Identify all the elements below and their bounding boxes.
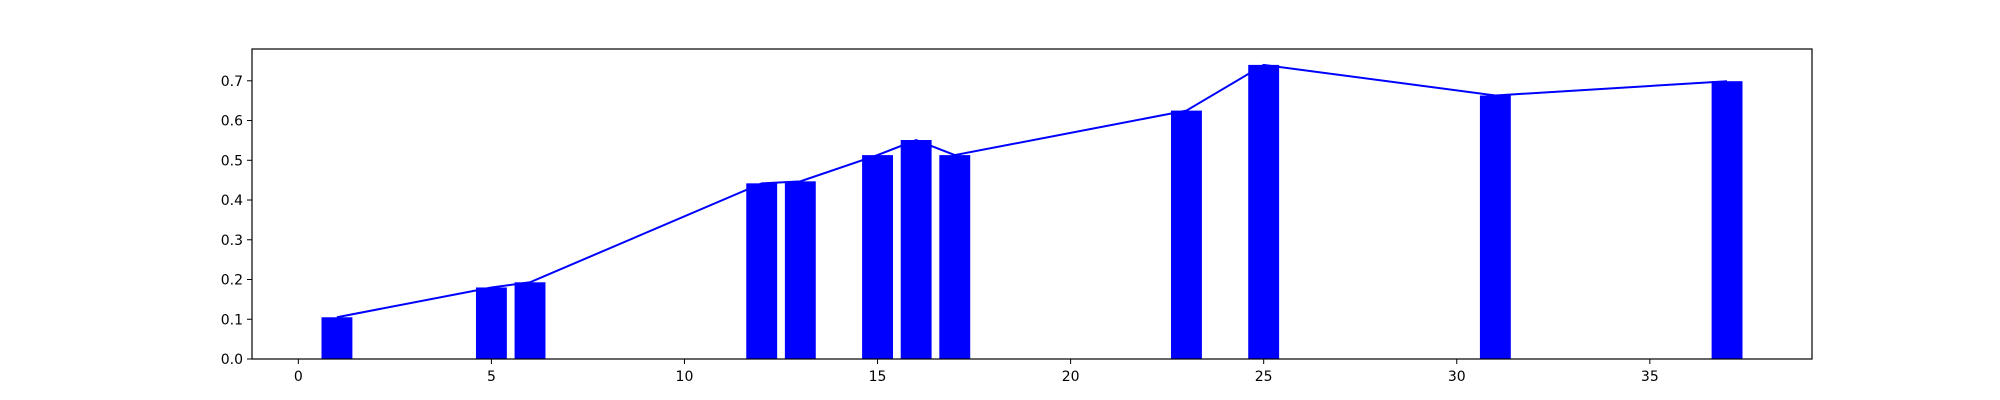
y-tick-label: 0.3: [221, 233, 243, 249]
bar: [862, 155, 893, 359]
y-tick-label: 0.7: [221, 74, 243, 90]
x-tick-label: 25: [1255, 369, 1273, 385]
bar: [939, 155, 971, 359]
bar: [1248, 64, 1280, 360]
y-tick-label: 0.2: [221, 273, 243, 289]
y-tick-label: 0.4: [221, 193, 243, 209]
x-tick-label: 15: [869, 369, 887, 385]
axes-layer: [251, 48, 1813, 360]
bar: [1479, 95, 1511, 359]
bar: [514, 282, 546, 359]
line-layer: [336, 63, 1728, 319]
plot-frame: [251, 48, 1813, 360]
y-axis-ticks: 0.0 0.1 0.2 0.3 0.4 0.5 0.6 0.7: [221, 74, 252, 368]
x-axis-ticks: 0 5 10 15 20 25 30 35: [294, 359, 1659, 385]
x-tick-label: 35: [1641, 369, 1659, 385]
bars-layer: [321, 64, 1743, 360]
bar: [1711, 81, 1743, 359]
x-tick-label: 5: [487, 369, 496, 385]
bar: [321, 317, 353, 359]
bar: [475, 287, 507, 359]
series-line: [336, 63, 1728, 319]
x-tick-label: 30: [1448, 369, 1466, 385]
x-tick-label: 0: [294, 369, 303, 385]
y-tick-label: 0.5: [221, 153, 243, 169]
y-tick-label: 0.6: [221, 114, 243, 130]
y-tick-label: 0.0: [221, 352, 243, 368]
bar: [900, 140, 932, 359]
x-tick-label: 20: [1062, 369, 1080, 385]
bar: [784, 181, 816, 359]
x-tick-label: 10: [676, 369, 694, 385]
y-tick-label: 0.1: [221, 312, 243, 328]
bar: [746, 183, 778, 359]
bar: [1171, 110, 1202, 359]
